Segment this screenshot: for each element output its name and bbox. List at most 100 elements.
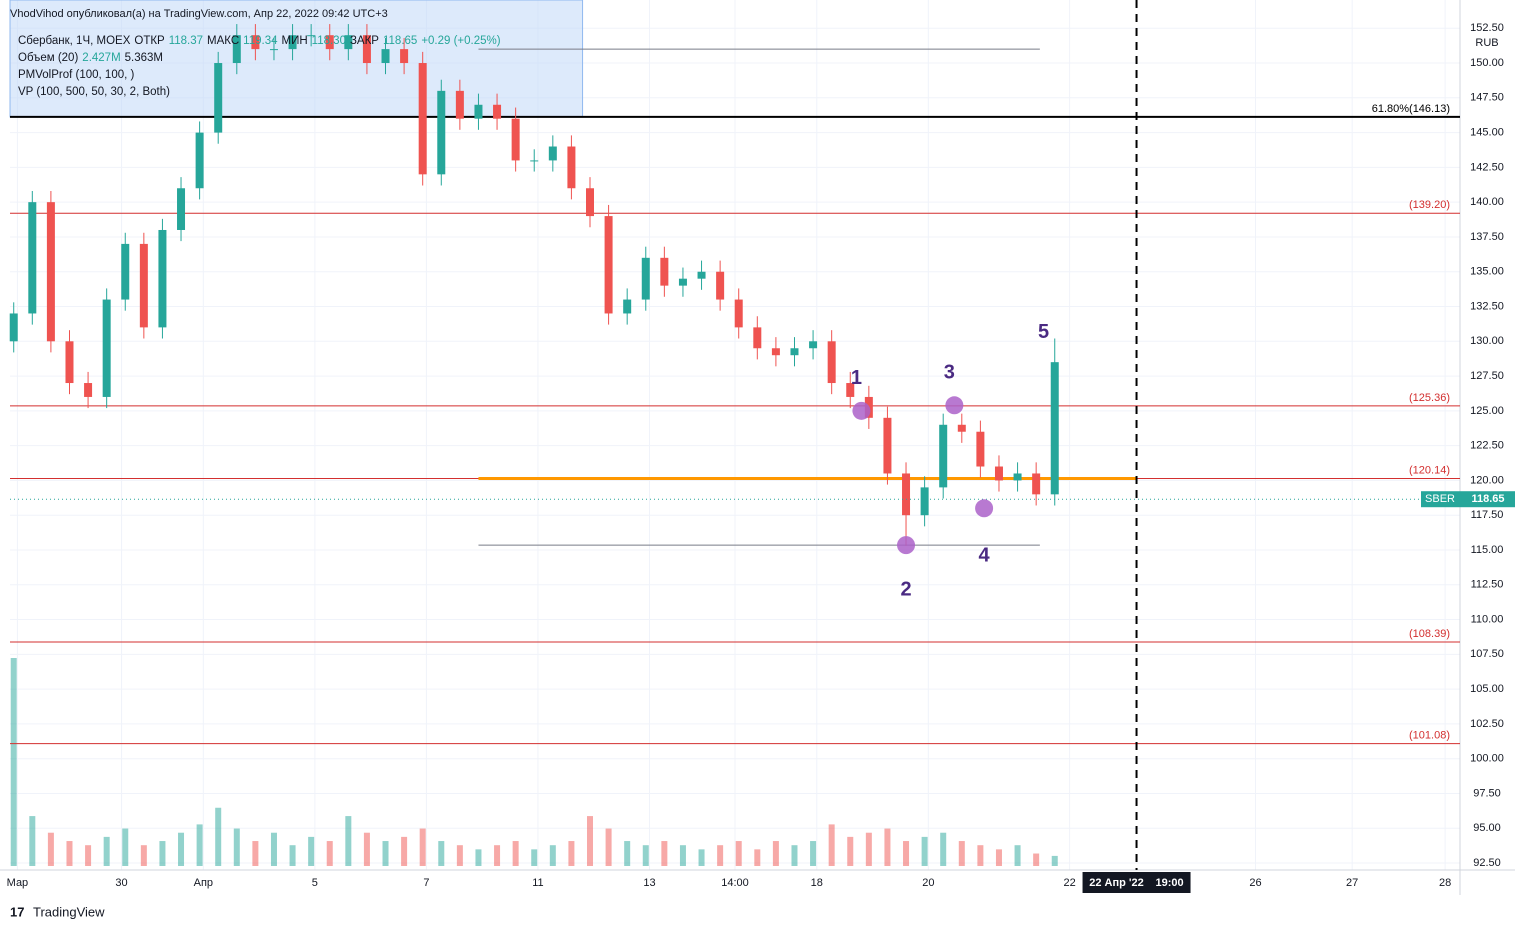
volume-bar	[456, 845, 463, 866]
volume-bar	[903, 841, 910, 866]
x-tick-label: 26	[1249, 877, 1261, 889]
candle-body	[530, 160, 539, 162]
pivot-marker	[897, 536, 916, 555]
volume-bar	[698, 849, 705, 866]
volume-bar	[865, 832, 872, 866]
candle-body	[902, 473, 911, 516]
y-tick-label: 135.00	[1470, 266, 1504, 278]
volume-bar	[363, 832, 370, 866]
candle-body	[139, 243, 148, 328]
volume-bar	[233, 828, 240, 866]
y-tick-label: 107.50	[1470, 648, 1504, 660]
y-tick-label: 140.00	[1470, 196, 1504, 208]
candle-body	[641, 257, 650, 300]
y-tick-label: 147.50	[1470, 92, 1504, 104]
candle-body	[920, 487, 929, 516]
candle-body	[362, 35, 371, 64]
volume-bar	[29, 816, 36, 866]
candle-body	[771, 348, 780, 356]
candle-body	[177, 188, 186, 230]
candle-body	[1013, 473, 1022, 481]
volume-bar	[977, 845, 984, 866]
x-tick-label: 28	[1439, 877, 1451, 889]
candle-body	[809, 341, 818, 349]
y-tick-label: 92.50	[1473, 857, 1501, 869]
candle-body	[827, 341, 836, 384]
legend-item: 118.30	[312, 35, 346, 47]
legend-item: 5.363M	[125, 52, 163, 64]
candle-body	[1050, 362, 1059, 495]
y-tick-label: 125.00	[1470, 405, 1504, 417]
candle-body	[660, 257, 669, 286]
legend-item: Сбербанк, 1Ч, MOEX	[18, 35, 131, 47]
legend-row: Сбербанк, 1Ч, MOEX ОТКР 118.37 МАКС 119.34 МИ…	[18, 35, 501, 47]
volume-bar	[1051, 855, 1058, 866]
candle-body	[511, 118, 520, 161]
volume-bar	[103, 836, 110, 866]
candle-body	[957, 424, 966, 432]
candle-body	[325, 35, 334, 50]
volume-bar	[791, 845, 798, 866]
candle-body	[994, 466, 1003, 481]
volume-bar	[215, 807, 222, 866]
volume-bar	[85, 845, 92, 866]
volume-bar	[587, 816, 593, 866]
candle-body	[604, 216, 613, 314]
candle-body	[567, 146, 576, 189]
legend-item: PMVolProf (100, 100, )	[18, 69, 135, 81]
volume-bar	[717, 845, 724, 866]
legend-item: +0.29 (+0.25%)	[421, 35, 500, 47]
candle-body	[65, 341, 74, 384]
volume-bar	[270, 832, 277, 866]
candle-body	[548, 146, 557, 161]
level-label: (125.36)	[1409, 392, 1450, 404]
legend-item: ЗАКР	[350, 35, 379, 47]
crosshair-time: 19:00	[1155, 877, 1183, 889]
legend-item: МИН	[282, 35, 308, 47]
volume-bar	[661, 841, 668, 866]
y-tick-label: 137.50	[1470, 231, 1504, 243]
x-tick-label: 5	[312, 877, 318, 889]
candle-body	[195, 132, 204, 189]
volume-bar	[605, 828, 612, 866]
volume-bar	[326, 841, 333, 866]
y-tick-label: 117.50	[1471, 509, 1504, 521]
volume-bar	[642, 845, 649, 866]
y-tick-label: 97.50	[1473, 787, 1501, 799]
volume-bar	[159, 841, 166, 866]
candle-body	[418, 63, 427, 175]
candle-body	[288, 35, 297, 50]
level-label: (108.39)	[1409, 628, 1450, 640]
last-price-label: 118.65	[1471, 493, 1504, 505]
legend-item: ОТКР	[134, 35, 165, 47]
candle-body	[976, 431, 985, 467]
volume-bar	[178, 832, 185, 866]
legend-item: VP (100, 500, 50, 30, 2, Both)	[18, 86, 170, 98]
volume-bar	[679, 845, 686, 866]
pivot-label: 4	[979, 545, 991, 567]
x-tick-label: 22	[1063, 877, 1075, 889]
legend-item: 118.37	[169, 35, 203, 47]
volume-bar	[1014, 845, 1021, 866]
published-note: VhodVihod опубликовал(а) на TradingView.…	[10, 8, 388, 20]
legend-row: PMVolProf (100, 100, )	[18, 69, 135, 81]
legend-row: Объем (20) 2.427M 5.363M	[18, 52, 163, 64]
candle-body	[400, 49, 409, 64]
candle-body	[46, 202, 55, 342]
candle-body	[939, 424, 948, 488]
candle-body	[883, 417, 892, 474]
volume-bar	[252, 841, 259, 866]
candle-body	[269, 49, 278, 51]
y-tick-label: 120.00	[1470, 474, 1504, 486]
legend-item: 2.427M	[82, 52, 120, 64]
volume-bar	[847, 836, 854, 866]
candle-body	[232, 35, 241, 64]
candle-body	[214, 63, 223, 133]
footer-brand: TradingView	[33, 904, 105, 919]
candle-body	[493, 104, 502, 119]
candle-body	[734, 299, 743, 328]
candle-body	[678, 278, 687, 286]
volume-bar	[735, 841, 742, 866]
volume-bar	[66, 841, 73, 866]
